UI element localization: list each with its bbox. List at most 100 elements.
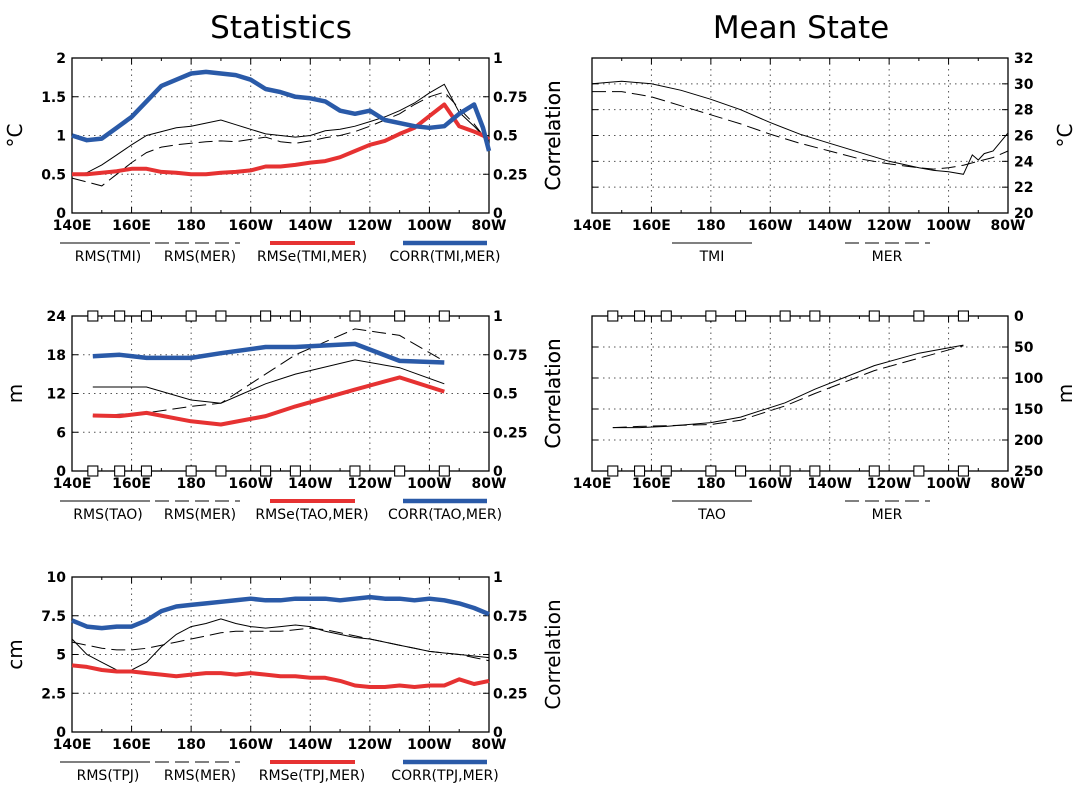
x-tick-label: 140E: [573, 476, 612, 492]
series-rms-tmi: [71, 83, 490, 175]
legend-label: RMSe(TPJ,MER): [259, 768, 365, 784]
chart-depth-mean: 140E 160E 180 160W 140W 120W 100W 80W 0 50 100 150 2…: [541, 309, 1077, 523]
x-tick-label: 160E: [112, 476, 151, 492]
x-tick-label: 140E: [53, 737, 92, 753]
series-corr-tpj-mer: [71, 594, 490, 631]
y-tick-label: 50: [1014, 340, 1034, 356]
legend-label: CORR(TPJ,MER): [391, 768, 498, 784]
x-tick-label: 160E: [112, 737, 151, 753]
x-tick-label: 140E: [573, 218, 612, 234]
x-tick-label: 100W: [926, 218, 971, 234]
x-tick-label: 80W: [472, 218, 507, 234]
mooring-marker: [140, 465, 153, 477]
legend-label: RMS(TMI): [75, 249, 141, 265]
y2-axis-label: Correlation: [541, 338, 565, 448]
y2-tick-label: 0.75: [493, 90, 528, 106]
x-tick-label: 80W: [991, 218, 1026, 234]
y2-tick-label: 1: [493, 51, 503, 67]
x-tick-label: 120W: [867, 218, 912, 234]
x-tick-label: 140W: [288, 476, 333, 492]
mooring-marker: [114, 465, 126, 477]
mooring-marker: [868, 310, 880, 322]
series-mer: [592, 91, 1009, 170]
y-axis-label: °C: [1053, 124, 1077, 148]
legend-label: RMSe(TAO,MER): [255, 507, 368, 523]
x-tick-label: 120W: [348, 218, 393, 234]
series-rmse-tmi-mer: [72, 102, 491, 177]
y-axis-label: m: [3, 384, 27, 403]
legend-label: RMS(TAO): [73, 507, 142, 523]
x-tick-label: 100W: [407, 476, 452, 492]
mean-state-title: Mean State: [713, 10, 889, 46]
mooring-marker: [607, 310, 619, 322]
mooring-marker: [289, 465, 301, 477]
y-tick-label: 0.5: [41, 167, 66, 183]
mooring-marker: [660, 465, 672, 477]
x-tick-label: 120W: [867, 476, 912, 492]
x-tick-label: 100W: [926, 476, 971, 492]
mooring-marker: [779, 465, 791, 477]
mooring-marker: [215, 465, 227, 477]
y2-tick-label: 1: [493, 309, 503, 325]
mooring-marker: [913, 310, 925, 322]
y-tick-label: 20: [1014, 206, 1034, 222]
legend-label: MER: [872, 507, 903, 523]
legend-label: RMSe(TMI,MER): [257, 249, 367, 265]
x-tick-label: 140W: [807, 218, 852, 234]
y-tick-label: 6: [56, 425, 66, 441]
mooring-marker: [185, 310, 197, 322]
mooring-marker: [140, 310, 153, 322]
y-tick-label: 12: [47, 387, 66, 403]
series-rms-mer: [71, 627, 490, 662]
series-rms-tao: [92, 359, 445, 404]
y-tick-label: 10: [47, 570, 67, 586]
mooring-marker: [114, 310, 126, 322]
chart-sst-stats: 140E 160E 180 160W 140W 120W 100W 80W00.511.520…: [3, 51, 565, 265]
y-tick-label: 150: [1014, 402, 1043, 418]
y2-tick-label: 0.5: [493, 387, 518, 403]
series-tao: [612, 344, 964, 429]
y-tick-label: 22: [1014, 180, 1033, 196]
y2-tick-label: 1: [493, 570, 503, 586]
y2-axis-label: Correlation: [541, 80, 565, 190]
x-tick-label: 180: [696, 218, 725, 234]
mooring-marker: [660, 310, 672, 322]
x-tick-label: 80W: [472, 476, 507, 492]
y2-tick-label: 0.75: [493, 609, 528, 625]
x-tick-label: 180: [177, 218, 206, 234]
y-tick-label: 18: [47, 348, 66, 364]
mooring-marker: [913, 465, 925, 477]
y-tick-label: 2: [56, 51, 66, 67]
y-axis-label: °C: [3, 124, 27, 148]
x-tick-label: 160E: [632, 218, 671, 234]
y2-tick-label: 0.25: [493, 425, 528, 441]
series-rms-mer: [71, 91, 490, 187]
x-tick-label: 180: [177, 476, 206, 492]
legend-label: RMS(MER): [164, 507, 236, 523]
x-tick-label: 180: [696, 476, 725, 492]
plot-frame: [71, 315, 490, 472]
y2-tick-label: 0.75: [493, 348, 528, 364]
legend-label: MER: [872, 249, 903, 265]
statistics-title: Statistics: [210, 10, 352, 46]
x-tick-label: 120W: [348, 737, 393, 753]
y2-tick-label: 0: [493, 464, 503, 480]
legend-label: RMS(MER): [164, 768, 236, 784]
series-tmi: [591, 80, 1009, 175]
y-tick-label: 0: [56, 725, 66, 741]
mooring-marker: [87, 310, 99, 322]
x-tick-label: 180: [177, 737, 206, 753]
y-tick-label: 2.5: [41, 686, 66, 702]
y2-tick-label: 0.5: [493, 129, 518, 145]
mooring-marker: [260, 310, 272, 322]
mooring-marker: [809, 310, 821, 322]
mooring-marker: [633, 310, 646, 322]
mooring-marker: [809, 465, 821, 477]
x-tick-label: 140E: [53, 476, 92, 492]
legend-label: CORR(TMI,MER): [389, 249, 500, 265]
x-tick-label: 160W: [748, 218, 793, 234]
y-tick-label: 200: [1014, 433, 1043, 449]
x-tick-label: 160E: [632, 476, 671, 492]
